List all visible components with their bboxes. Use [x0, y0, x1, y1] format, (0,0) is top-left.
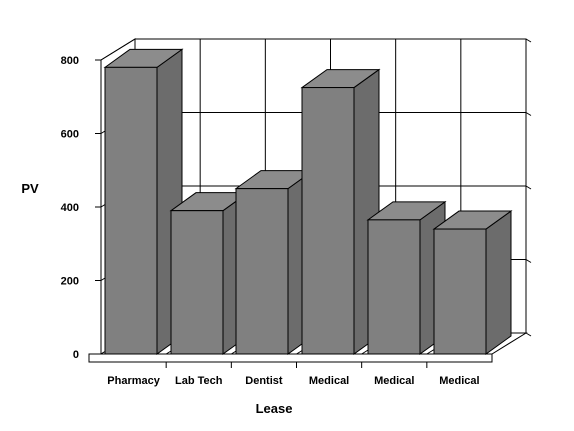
- x-tick-label: Medical: [309, 375, 349, 387]
- gridline-side: [100, 38, 136, 61]
- y-axis-title: PV: [21, 181, 39, 196]
- x-tick-label: Medical: [439, 375, 479, 387]
- bar-front: [104, 66, 158, 355]
- y-tick-label: 800: [61, 55, 79, 67]
- x-tick-label: Medical: [374, 375, 414, 387]
- y-tick-label: 0: [73, 349, 79, 361]
- bar-front: [367, 219, 421, 355]
- right-tick-mark: [525, 38, 532, 43]
- x-tick-label: Dentist: [245, 375, 283, 387]
- bar: [300, 68, 381, 355]
- x-axis-ticks: Pharmacy Lab Tech Dentist Medical Medical Med…: [107, 375, 479, 387]
- y-tick-label: 200: [61, 276, 79, 288]
- y-tick-label: 600: [61, 129, 79, 141]
- bar-front: [170, 210, 224, 355]
- y-tick-label: 400: [61, 202, 79, 214]
- right-tick-mark: [525, 112, 532, 116]
- right-tick-mark: [525, 259, 532, 263]
- bar-front: [301, 87, 355, 355]
- bar: [432, 210, 513, 355]
- bar: [366, 200, 447, 355]
- floor-edge: [88, 353, 493, 363]
- x-tick-label: Lab Tech: [175, 375, 223, 387]
- x-axis-title: Lease: [256, 401, 293, 416]
- bar-front: [235, 188, 289, 355]
- bar: [103, 48, 184, 355]
- bar: [234, 169, 315, 355]
- right-tick-mark: [525, 185, 532, 190]
- x-tick-label: Pharmacy: [107, 375, 160, 387]
- bar-series: [103, 48, 513, 355]
- y-axis-ticks: 0 200 400 600 800: [61, 55, 79, 361]
- bar-front: [433, 228, 487, 355]
- bar-side: [485, 210, 512, 355]
- right-tick-mark: [525, 332, 532, 337]
